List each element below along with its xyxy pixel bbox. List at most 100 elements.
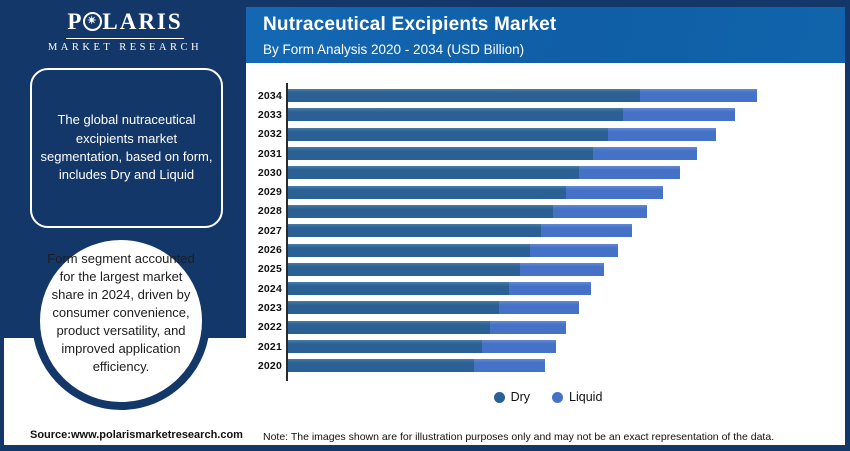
- bar-segment-dry: [288, 204, 553, 218]
- bar-segment-dry: [288, 108, 623, 122]
- bar-segment-dry: [288, 243, 530, 257]
- legend-item-dry: Dry: [493, 390, 531, 404]
- bar-chart: 2034 2033 2032 2031 2030 2029 2028 2027 2026 2025…: [250, 86, 810, 375]
- brand-name: P ✴ LARIS: [4, 9, 246, 35]
- chart-row-2032: 2032: [250, 125, 810, 144]
- chart-row-2034: 2034: [250, 86, 810, 105]
- bar-segment-dry: [288, 185, 567, 199]
- chart-row-2022: 2022: [250, 318, 810, 337]
- frame-border-right: [845, 0, 850, 451]
- bar-segment-liquid: [508, 282, 591, 296]
- frame-border-top: [0, 0, 850, 7]
- chart-row-2024: 2024: [250, 279, 810, 298]
- bar-track: [288, 340, 557, 353]
- chart-row-2029: 2029: [250, 182, 810, 201]
- year-tick-label: 2024: [257, 282, 282, 295]
- bar-segment-dry: [288, 340, 483, 353]
- year-tick-label: 2033: [257, 108, 282, 121]
- page-title: Nutraceutical Excipients Market: [263, 14, 557, 35]
- dry-legend-dot-icon: [493, 391, 505, 403]
- bar-segment-liquid: [607, 127, 716, 141]
- bar-track: [288, 185, 664, 199]
- bar-segment-liquid: [566, 185, 664, 199]
- year-tick-label: 2022: [257, 321, 282, 334]
- segmentation-callout-box: The global nutraceutical excipients mark…: [30, 68, 223, 228]
- segmentation-callout-text: The global nutraceutical excipients mark…: [40, 112, 213, 183]
- brand-letter-p: P: [67, 9, 84, 34]
- bar-segment-liquid: [482, 340, 557, 353]
- chart-row-2031: 2031: [250, 144, 810, 163]
- bar-track: [288, 359, 545, 373]
- bar-segment-dry: [288, 320, 491, 334]
- bar-segment-liquid: [640, 89, 757, 103]
- legend-label-liquid: Liquid: [569, 390, 603, 404]
- liquid-legend-dot-icon: [552, 391, 564, 403]
- bar-track: [288, 320, 567, 334]
- year-tick-label: 2020: [257, 359, 282, 372]
- year-tick-label: 2029: [257, 186, 282, 199]
- year-tick-label: 2027: [257, 224, 282, 237]
- legend-item-liquid: Liquid: [552, 390, 602, 404]
- bar-segment-dry: [288, 359, 475, 373]
- bar-track: [288, 166, 680, 180]
- year-tick-label: 2032: [257, 128, 282, 141]
- chart-row-2033: 2033: [250, 105, 810, 124]
- bar-segment-liquid: [578, 166, 680, 180]
- year-tick-label: 2025: [257, 263, 282, 276]
- page-subtitle: By Form Analysis 2020 - 2034 (USD Billio…: [263, 42, 525, 57]
- year-tick-label: 2021: [257, 340, 282, 353]
- bar-track: [288, 301, 580, 315]
- bar-track: [288, 204, 647, 218]
- market-share-callout-text: Form segment accounted for the largest m…: [47, 251, 195, 374]
- bar-segment-liquid: [490, 320, 567, 334]
- chart-row-2026: 2026: [250, 240, 810, 259]
- chart-row-2028: 2028: [250, 202, 810, 221]
- bar-segment-dry: [288, 282, 509, 296]
- brand-letters-laris: LARIS: [102, 9, 183, 34]
- bar-segment-dry: [288, 224, 541, 238]
- chart-row-2023: 2023: [250, 298, 810, 317]
- chart-row-2020: 2020: [250, 356, 810, 375]
- bar-segment-dry: [288, 127, 608, 141]
- chart-legend: Dry Liquid: [286, 390, 810, 404]
- year-tick-label: 2034: [257, 89, 282, 102]
- bar-track: [288, 224, 632, 238]
- chart-row-2025: 2025: [250, 260, 810, 279]
- bar-track: [288, 127, 716, 141]
- bar-segment-liquid: [474, 359, 545, 373]
- bar-segment-dry: [288, 89, 641, 103]
- bar-segment-dry: [288, 147, 593, 161]
- bar-segment-liquid: [622, 108, 735, 122]
- bar-track: [288, 262, 605, 276]
- bar-track: [288, 282, 591, 296]
- bar-segment-liquid: [552, 204, 647, 218]
- bar-track: [288, 89, 757, 103]
- chart-header: Nutraceutical Excipients Market By Form …: [246, 7, 845, 63]
- brand-tagline: MARKET RESEARCH: [47, 42, 203, 53]
- bar-segment-liquid: [530, 243, 619, 257]
- bar-segment-dry: [288, 262, 521, 276]
- polaris-logo: P ✴ LARIS MARKET RESEARCH: [4, 9, 246, 53]
- bar-segment-liquid: [499, 301, 580, 315]
- year-tick-label: 2031: [257, 147, 282, 160]
- source-text: Source:www.polarismarketresearch.com: [30, 429, 243, 441]
- bar-segment-dry: [288, 166, 579, 180]
- compass-star-icon: ✴: [83, 12, 103, 31]
- bar-segment-liquid: [540, 224, 632, 238]
- chart-row-2030: 2030: [250, 163, 810, 182]
- bar-track: [288, 147, 697, 161]
- category-axis-line: [286, 83, 288, 381]
- bar-segment-liquid: [592, 147, 697, 161]
- year-tick-label: 2026: [257, 244, 282, 257]
- bar-track: [288, 108, 735, 122]
- disclaimer-note: Note: The images shown are for illustrat…: [263, 431, 775, 443]
- chart-row-2027: 2027: [250, 221, 810, 240]
- legend-label-dry: Dry: [510, 390, 531, 404]
- logo-divider: [66, 38, 184, 39]
- frame-border-left: [0, 0, 4, 451]
- chart-row-2021: 2021: [250, 337, 810, 356]
- bar-segment-dry: [288, 301, 500, 315]
- year-tick-label: 2023: [257, 301, 282, 314]
- frame-border-bottom: [0, 445, 850, 451]
